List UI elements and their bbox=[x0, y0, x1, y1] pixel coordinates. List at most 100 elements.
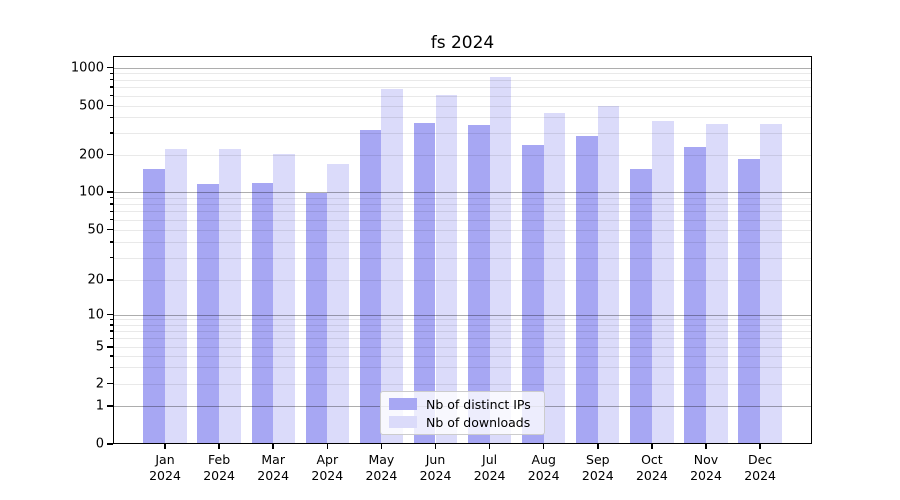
legend-swatch-distinct-ips bbox=[389, 398, 417, 410]
gridline-minor bbox=[113, 241, 812, 243]
bar-distinct-ips-jan bbox=[143, 168, 165, 444]
bar-downloads-jan bbox=[165, 149, 187, 444]
bar-distinct-ips-may bbox=[359, 130, 382, 444]
gridline-minor bbox=[113, 219, 812, 221]
gridline-minor bbox=[113, 154, 812, 156]
legend-label-downloads: Nb of downloads bbox=[426, 414, 531, 430]
legend-item-distinct-ips: Nb of distinct IPs bbox=[389, 397, 536, 412]
bar-downloads-dec bbox=[760, 123, 782, 444]
gridline-minor bbox=[113, 95, 812, 97]
bar-downloads-mar bbox=[273, 154, 295, 444]
y-minortick bbox=[109, 116, 113, 119]
y-tick-2 bbox=[107, 382, 113, 385]
legend-label-distinct-ips: Nb of distinct IPs bbox=[426, 396, 531, 412]
bar-downloads-may bbox=[381, 88, 404, 444]
gridline-minor bbox=[113, 257, 812, 259]
x-tick-nov bbox=[705, 444, 707, 449]
gridline-minor bbox=[113, 197, 812, 199]
y-minortick bbox=[109, 318, 113, 321]
y-minortick bbox=[109, 210, 113, 213]
bar-distinct-ips-mar bbox=[251, 183, 274, 444]
y-tick-label-2: 2 bbox=[95, 376, 104, 391]
bar-downloads-nov bbox=[706, 123, 728, 444]
gridline-minor bbox=[113, 324, 812, 326]
x-tick-label-jul: Jul 2024 bbox=[473, 452, 506, 483]
bar-distinct-ips-aug bbox=[522, 145, 544, 444]
bar-downloads-jun bbox=[435, 94, 458, 444]
x-tick-aug bbox=[542, 444, 545, 449]
x-tick-label-sep: Sep 2024 bbox=[581, 452, 614, 483]
y-tick-label-5: 5 bbox=[95, 339, 104, 355]
x-tick-label-nov: Nov 2024 bbox=[690, 452, 722, 483]
x-tick-label-jan: Jan 2024 bbox=[149, 452, 181, 483]
y-tick-10 bbox=[107, 313, 113, 316]
bar-distinct-ips-sep bbox=[576, 136, 598, 444]
gridline-minor bbox=[113, 229, 812, 231]
gridline-major-100 bbox=[113, 192, 812, 193]
y-minortick bbox=[109, 218, 113, 221]
grid-layer bbox=[113, 56, 812, 444]
x-tick-label-dec: Dec 2024 bbox=[744, 452, 776, 483]
bar-downloads-oct bbox=[651, 121, 674, 444]
y-tick-50 bbox=[107, 228, 113, 231]
bar-distinct-ips-dec bbox=[738, 159, 761, 444]
y-minortick bbox=[109, 72, 113, 75]
gridline-minor bbox=[113, 211, 812, 213]
x-tick-label-oct: Oct 2024 bbox=[635, 452, 668, 483]
x-tick-label-jun: Jun 2024 bbox=[419, 452, 452, 483]
y-tick-200 bbox=[107, 153, 113, 156]
gridline-minor bbox=[113, 87, 812, 89]
y-tick-500 bbox=[107, 104, 113, 107]
legend: Nb of distinct IPs Nb of downloads bbox=[380, 391, 545, 435]
bar-distinct-ips-nov bbox=[684, 146, 706, 444]
y-minortick bbox=[109, 203, 113, 205]
gridline-minor bbox=[113, 132, 812, 134]
bar-downloads-sep bbox=[597, 105, 620, 444]
x-tick-sep bbox=[597, 444, 599, 449]
y-tick-label-50: 50 bbox=[87, 222, 104, 237]
bar-distinct-ips-jul bbox=[467, 125, 490, 444]
bar-distinct-ips-feb bbox=[197, 184, 220, 444]
y-tick-label-0: 0 bbox=[95, 436, 104, 452]
bar-downloads-jul bbox=[489, 77, 512, 444]
y-minortick bbox=[109, 241, 113, 243]
bar-distinct-ips-jun bbox=[413, 123, 436, 444]
y-minortick bbox=[109, 86, 113, 88]
y-minortick bbox=[109, 78, 113, 81]
chart-title: fs 2024 bbox=[430, 33, 495, 53]
x-tick-dec bbox=[759, 444, 761, 449]
y-minortick bbox=[109, 132, 113, 134]
x-tick-label-feb: Feb 2024 bbox=[203, 452, 235, 483]
gridline-minor bbox=[113, 79, 812, 81]
y-minortick bbox=[109, 330, 113, 332]
legend-item-downloads: Nb of downloads bbox=[389, 415, 536, 430]
y-tick-20 bbox=[107, 279, 113, 281]
x-tick-jan bbox=[164, 444, 166, 449]
gridline-minor bbox=[113, 331, 812, 333]
bar-downloads-aug bbox=[543, 112, 566, 444]
y-minortick bbox=[109, 94, 113, 97]
x-tick-label-may: May 2024 bbox=[365, 452, 398, 483]
legend-swatch-downloads bbox=[389, 416, 417, 428]
gridline-minor bbox=[113, 204, 812, 206]
gridline-minor bbox=[113, 347, 812, 348]
x-tick-label-mar: Mar 2024 bbox=[257, 452, 290, 483]
y-tick-1000 bbox=[107, 66, 113, 69]
gridline-minor bbox=[113, 280, 812, 281]
x-tick-label-aug: Aug 2024 bbox=[527, 452, 560, 483]
gridline-minor bbox=[113, 367, 812, 369]
x-tick-apr bbox=[326, 444, 329, 449]
y-tick-label-1000: 1000 bbox=[70, 60, 104, 75]
x-tick-label-apr: Apr 2024 bbox=[311, 452, 344, 483]
gridline-minor bbox=[113, 338, 812, 340]
bar-downloads-apr bbox=[327, 163, 349, 444]
y-tick-label-20: 20 bbox=[87, 272, 104, 288]
x-tick-feb bbox=[218, 444, 220, 449]
gridline-minor bbox=[113, 319, 812, 321]
axes-spines bbox=[113, 56, 812, 444]
gridline-major-10 bbox=[113, 314, 812, 316]
y-minortick bbox=[109, 256, 113, 259]
plot-area bbox=[113, 56, 812, 444]
y-tick-100 bbox=[107, 191, 113, 193]
